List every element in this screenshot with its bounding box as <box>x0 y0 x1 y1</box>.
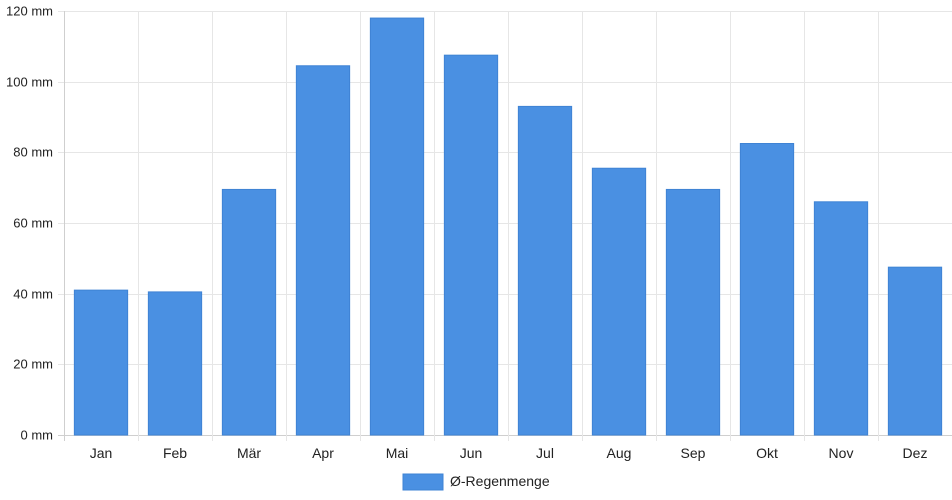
y-tick-label: 20 mm <box>13 357 53 372</box>
x-category-label: Feb <box>163 445 187 461</box>
y-tick-label: 0 mm <box>21 428 54 443</box>
bar-jun[interactable] <box>443 54 499 436</box>
bar-apr[interactable] <box>295 65 351 436</box>
x-category-label: Sep <box>681 445 706 461</box>
y-tick-label: 120 mm <box>6 4 53 19</box>
y-tick-label: 80 mm <box>13 145 53 160</box>
legend-label[interactable]: Ø-Regenmenge <box>450 473 550 489</box>
bars <box>73 17 943 436</box>
x-category-label: Apr <box>312 445 334 461</box>
bar-nov[interactable] <box>813 201 869 436</box>
y-tick-label: 40 mm <box>13 287 53 302</box>
x-category-label: Okt <box>756 445 778 461</box>
bar-jul[interactable] <box>517 105 573 436</box>
bar-aug[interactable] <box>591 167 647 436</box>
legend-swatch[interactable] <box>402 473 444 491</box>
x-category-label: Jul <box>536 445 554 461</box>
bar-mär[interactable] <box>221 188 277 436</box>
x-axis-category-labels: Jan Feb Mär Apr Mai Jun Jul Aug Sep Okt Nov Dez <box>90 445 928 461</box>
y-axis-tick-labels: 0 mm 20 mm 40 mm 60 mm 80 mm 100 mm 120 mm <box>6 4 53 443</box>
bar-okt[interactable] <box>739 143 795 436</box>
bar-jan[interactable] <box>73 289 129 436</box>
grid-lines <box>58 11 952 441</box>
x-category-label: Mär <box>237 445 261 461</box>
bar-sep[interactable] <box>665 188 721 436</box>
x-category-label: Dez <box>903 445 928 461</box>
x-category-label: Aug <box>607 445 632 461</box>
x-category-label: Mai <box>386 445 409 461</box>
bar-dez[interactable] <box>887 266 943 436</box>
bar-mai[interactable] <box>369 17 425 436</box>
y-tick-label: 100 mm <box>6 75 53 90</box>
bar-feb[interactable] <box>147 291 203 436</box>
x-category-label: Jan <box>90 445 113 461</box>
x-category-label: Jun <box>460 445 483 461</box>
legend[interactable]: Ø-Regenmenge <box>402 473 550 491</box>
y-tick-label: 60 mm <box>13 216 53 231</box>
x-category-label: Nov <box>829 445 854 461</box>
